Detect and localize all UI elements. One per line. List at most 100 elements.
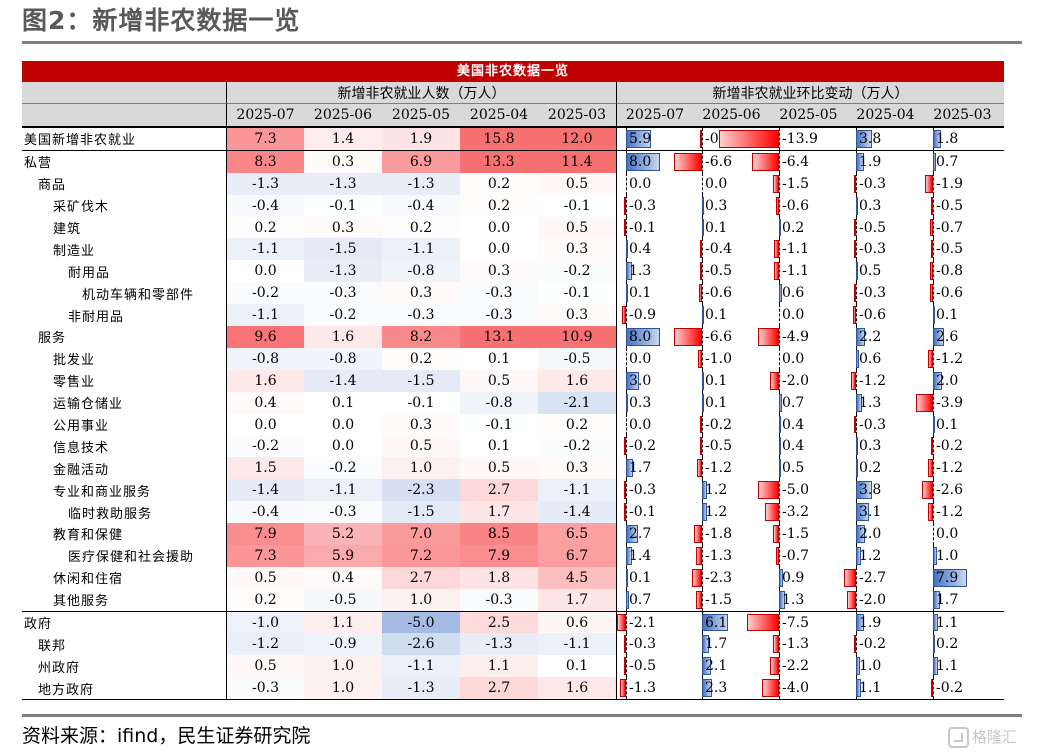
row-label: 公用事业 — [22, 413, 226, 436]
change-bar — [624, 437, 626, 456]
employment-value: -0.2 — [538, 260, 616, 283]
zero-axis-line — [626, 633, 627, 656]
change-cell: -4.9 — [758, 326, 847, 348]
employment-value: 1.9 — [382, 128, 460, 150]
change-cell: 0.6 — [847, 347, 924, 370]
change-value: -0.5 — [629, 658, 656, 675]
change-value: -0.5 — [936, 241, 963, 258]
change-value: 0.0 — [629, 416, 652, 433]
change-bar — [624, 503, 626, 522]
change-value: -2.2 — [782, 658, 809, 675]
header-left-group: 新增非农就业人数（万人） — [226, 82, 616, 104]
change-value: 2.6 — [936, 328, 959, 345]
change-bar — [930, 196, 933, 215]
row-label: 制造业 — [22, 238, 226, 261]
change-bar — [765, 503, 779, 522]
employment-value: -1.4 — [226, 479, 304, 502]
zero-axis-line — [933, 260, 934, 283]
change-cell: -2.1 — [616, 611, 693, 634]
change-bar — [933, 371, 942, 390]
source-divider — [22, 714, 1022, 717]
zero-axis-line — [702, 260, 703, 283]
change-value: -0.3 — [629, 197, 656, 214]
change-bar — [927, 349, 933, 368]
zero-axis-line — [779, 633, 780, 656]
employment-value: -1.3 — [460, 633, 538, 656]
change-cell: -4.0 — [761, 677, 847, 700]
change-cell: -0.2 — [924, 435, 1001, 458]
month-header: 2025-06 — [702, 107, 761, 123]
source-note: 资料来源：ifind，民生证券研究院 — [22, 725, 311, 747]
row-label: 信息技术 — [22, 435, 226, 458]
change-bar — [854, 415, 856, 434]
change-bar — [856, 130, 873, 148]
change-cell: 3.8 — [847, 128, 924, 150]
change-bar — [699, 437, 702, 456]
table-row: 私营 8.3 0.3 6.9 13.3 11.4 8.0 -6.6 -6.4 1.9 0.7 — [22, 149, 1004, 173]
zero-axis-line — [626, 501, 627, 524]
change-cell: 0.0 — [693, 172, 770, 195]
change-value: -0.1 — [629, 219, 656, 236]
change-value: -0.6 — [936, 285, 963, 302]
employment-value: -0.1 — [538, 194, 616, 217]
change-value: -1.5 — [782, 175, 809, 192]
employment-value: -1.5 — [304, 238, 382, 261]
change-cell: 0.0 — [616, 172, 693, 195]
change-value: -0.3 — [629, 482, 656, 499]
change-value: 0.3 — [859, 438, 882, 455]
table-row: 制造业 -1.1 -1.5 -1.1 0.0 0.3 0.4 -0.4 -1.1 -0.3 -0.5 — [22, 238, 1004, 261]
table-row: 商品 -1.3 -1.3 -1.3 0.2 0.5 0.0 0.0 -1.5 -0.3 -1.9 — [22, 172, 1004, 195]
change-bar — [856, 657, 861, 676]
change-value: 2.1 — [705, 658, 728, 675]
change-bar — [779, 568, 783, 587]
change-cell: -1.2 — [924, 501, 1001, 524]
employment-value: 7.9 — [226, 523, 304, 545]
table-row: 金融活动 1.5 -0.2 1.0 0.5 0.3 1.7 -1.2 0.5 0.2 -1.2 — [22, 457, 1004, 480]
month-header: 2025-07 — [226, 104, 304, 126]
change-cell: 0.7 — [616, 588, 693, 611]
zero-axis-line — [856, 566, 857, 589]
employment-value: -0.1 — [460, 413, 538, 436]
change-value: 2.7 — [629, 525, 652, 542]
change-cell: -0.5 — [847, 216, 924, 239]
zero-axis-line — [933, 391, 934, 414]
change-bar — [696, 459, 702, 478]
change-cell: 3.0 — [616, 369, 693, 392]
employment-value: 0.0 — [304, 413, 382, 436]
change-bar — [702, 503, 708, 522]
month-header: 2025-06 — [313, 107, 373, 123]
employment-value: 0.3 — [382, 413, 460, 436]
change-bar — [696, 546, 702, 565]
change-cell: 0.7 — [770, 391, 847, 414]
change-value: -0.6 — [859, 307, 886, 324]
change-value: 0.0 — [782, 307, 805, 324]
row-label: 采矿伐木 — [22, 194, 226, 217]
change-value: -0.2 — [705, 416, 732, 433]
employment-value: 0.1 — [304, 391, 382, 414]
change-value: -1.3 — [705, 547, 732, 564]
employment-value: 12.0 — [538, 128, 616, 150]
change-cell: -0.5 — [924, 238, 1001, 261]
change-cell: 3.1 — [847, 501, 924, 524]
change-cell: 0.5 — [770, 457, 847, 480]
employment-value: 13.1 — [460, 326, 538, 348]
change-cell: -0.7 — [924, 216, 1001, 239]
change-value: 2.2 — [859, 328, 882, 345]
change-bar — [746, 613, 779, 632]
zero-axis-line — [702, 457, 703, 480]
change-value: 1.2 — [705, 504, 728, 521]
employment-value: 0.2 — [538, 413, 616, 436]
change-value: -7.5 — [782, 614, 809, 631]
employment-value: -1.1 — [226, 304, 304, 327]
zero-axis-line — [933, 523, 934, 545]
change-cell: 0.0 — [616, 413, 693, 436]
change-value: -0.8 — [936, 263, 963, 280]
employment-value: 0.5 — [382, 435, 460, 458]
month-header: 2025-07 — [616, 104, 693, 126]
change-cell: -0.2 — [847, 633, 924, 656]
change-cell: -6.6 — [673, 326, 770, 348]
change-bar — [933, 568, 967, 587]
change-cell: -1.2 — [924, 347, 1001, 370]
change-value: -0.5 — [705, 263, 732, 280]
change-cell: 7.9 — [924, 566, 1001, 589]
